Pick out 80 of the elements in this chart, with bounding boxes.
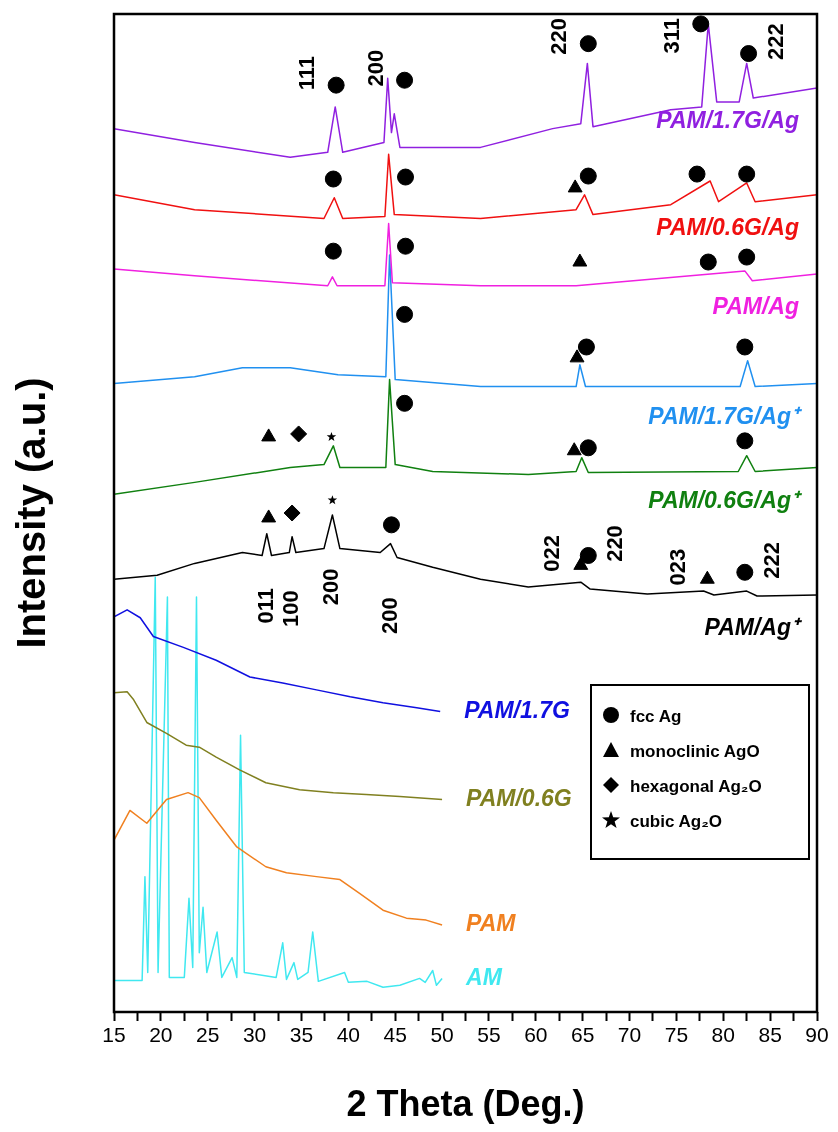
point bbox=[324, 170, 342, 188]
x-tick-label: 40 bbox=[336, 1023, 361, 1047]
point bbox=[396, 71, 414, 89]
legend-label: hexagonal Ag₂O bbox=[630, 776, 762, 797]
point bbox=[327, 76, 345, 94]
point bbox=[261, 509, 277, 523]
x-tick-label: 65 bbox=[570, 1023, 595, 1047]
y-axis-title: Intensity (a.u.) bbox=[9, 377, 54, 649]
x-tick-label: 50 bbox=[430, 1023, 454, 1047]
x-tick-label: 75 bbox=[664, 1023, 689, 1047]
point bbox=[397, 168, 415, 186]
point bbox=[572, 253, 588, 267]
point bbox=[577, 338, 595, 356]
point bbox=[290, 425, 308, 443]
point bbox=[736, 338, 754, 356]
x-tick-label: 60 bbox=[524, 1023, 548, 1047]
x-tick-label: 90 bbox=[805, 1023, 829, 1047]
x-tick-label: 30 bbox=[242, 1023, 267, 1047]
point bbox=[566, 442, 582, 456]
annotation: 311 bbox=[658, 18, 684, 54]
annotation: 222 bbox=[758, 541, 784, 579]
point bbox=[569, 349, 585, 363]
annotation: 022 bbox=[538, 535, 564, 572]
point bbox=[579, 35, 597, 53]
annotation: 111 bbox=[294, 56, 320, 91]
legend-label: cubic Ag₂O bbox=[630, 811, 722, 832]
point bbox=[738, 248, 756, 266]
x-tick-label: 15 bbox=[102, 1023, 126, 1047]
point bbox=[688, 165, 706, 183]
series-label: PAM/1.7G bbox=[464, 696, 570, 723]
point bbox=[692, 15, 710, 33]
x-tick-label: 35 bbox=[289, 1023, 314, 1047]
point bbox=[699, 570, 715, 584]
point bbox=[397, 237, 415, 255]
series-label: PAM/Ag⁺ bbox=[704, 614, 803, 641]
legend-label: fcc Ag bbox=[630, 706, 682, 727]
series-label: PAM bbox=[466, 910, 517, 937]
point bbox=[736, 432, 754, 450]
x-tick-label: 70 bbox=[617, 1023, 642, 1047]
point bbox=[567, 179, 583, 193]
legend-label: monoclinic AgO bbox=[630, 741, 760, 762]
series-label: AM bbox=[465, 963, 503, 990]
point bbox=[382, 516, 400, 534]
annotation: 220 bbox=[546, 17, 572, 55]
annotation: 222 bbox=[762, 23, 788, 60]
point bbox=[738, 165, 756, 183]
point bbox=[579, 439, 597, 457]
point bbox=[579, 546, 597, 564]
x-tick-label: 25 bbox=[196, 1023, 220, 1047]
point bbox=[736, 563, 754, 581]
x-tick-label: 55 bbox=[477, 1023, 501, 1047]
point bbox=[326, 431, 337, 441]
series-label: PAM/0.6G/Ag⁺ bbox=[648, 486, 803, 513]
point bbox=[327, 495, 338, 505]
series-label: PAM/0.6G/Ag bbox=[656, 214, 799, 241]
series-label: PAM/1.7G/Ag bbox=[656, 107, 799, 134]
annotation: 200 bbox=[362, 49, 388, 87]
annotation: 023 bbox=[665, 548, 691, 586]
series-label: PAM/Ag bbox=[712, 293, 799, 320]
x-tick-label: 80 bbox=[711, 1023, 735, 1047]
annotation: 220 bbox=[602, 525, 628, 562]
point bbox=[573, 556, 589, 570]
series-label: PAM/0.6G bbox=[466, 784, 572, 811]
x-tick-label: 85 bbox=[758, 1023, 782, 1047]
point bbox=[579, 167, 597, 185]
point bbox=[324, 242, 342, 260]
series-label: PAM/1.7G/Ag⁺ bbox=[648, 402, 803, 429]
point bbox=[261, 428, 277, 442]
point bbox=[740, 45, 758, 63]
annotation: 200 bbox=[376, 597, 402, 634]
annotation: 200 bbox=[318, 568, 344, 606]
point bbox=[283, 504, 301, 522]
point bbox=[396, 305, 414, 323]
x-tick-label: 20 bbox=[149, 1023, 173, 1047]
point bbox=[699, 253, 717, 271]
annotation: 100 bbox=[278, 590, 304, 628]
annotation: 011 bbox=[252, 588, 278, 624]
x-axis-title: 2 Theta (Deg.) bbox=[346, 1083, 585, 1125]
x-tick-label: 45 bbox=[383, 1023, 407, 1047]
point bbox=[396, 394, 414, 412]
